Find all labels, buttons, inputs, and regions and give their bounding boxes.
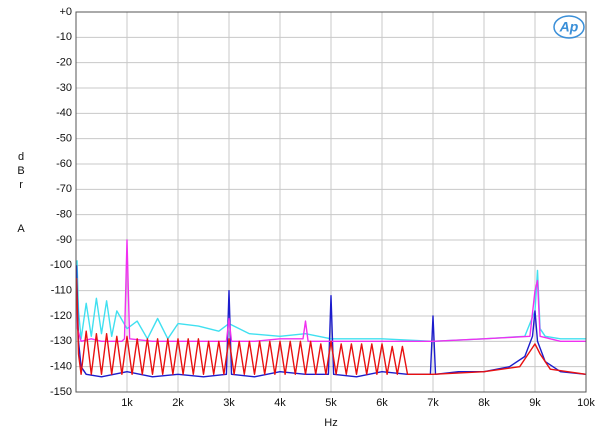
y-tick-label: -110: [51, 285, 72, 297]
y-axis-label: dBr: [15, 151, 27, 193]
x-tick-label: 3k: [223, 397, 235, 409]
x-tick-label: 10k: [577, 397, 595, 409]
logo: Ap: [559, 19, 579, 35]
x-tick-label: 4k: [274, 397, 286, 409]
logo-ring: [553, 15, 585, 39]
y-tick-label: -140: [50, 361, 72, 373]
spectrum-line: [75, 277, 587, 375]
x-tick-label: 1k: [121, 397, 133, 409]
x-tick-label: 5k: [325, 397, 337, 409]
y-tick-label: -90: [56, 234, 72, 246]
spectrum-line: [75, 265, 587, 378]
x-tick-label: 8k: [478, 397, 490, 409]
plot-frame: [75, 11, 587, 393]
x-tick-label: 2k: [172, 397, 184, 409]
y-tick-label: -150: [50, 386, 72, 398]
y-tick-label: -50: [56, 133, 72, 145]
grid: [76, 11, 587, 393]
y-tick-label: +0: [59, 6, 72, 18]
plot-lines: [75, 239, 587, 378]
y-tick-label: -30: [56, 82, 72, 94]
y-tick-label: -40: [56, 107, 72, 119]
y-tick-label: -130: [50, 335, 72, 347]
spectrum-line: [75, 239, 586, 342]
x-tick-label: 6k: [376, 397, 388, 409]
y-tick-label: -60: [56, 158, 72, 170]
y-tick-label: -10: [56, 31, 72, 43]
x-axis-label: Hz: [324, 417, 337, 429]
y-tick-label: -120: [50, 310, 72, 322]
x-tick-label: 7k: [427, 397, 439, 409]
y-tick-label: -20: [56, 57, 72, 69]
y-tick-label: -80: [56, 209, 72, 221]
y-tick-label: -100: [50, 259, 72, 271]
x-tick-label: 9k: [529, 397, 541, 409]
y-axis-unit: A: [17, 223, 25, 235]
y-tick-label: -70: [56, 183, 72, 195]
